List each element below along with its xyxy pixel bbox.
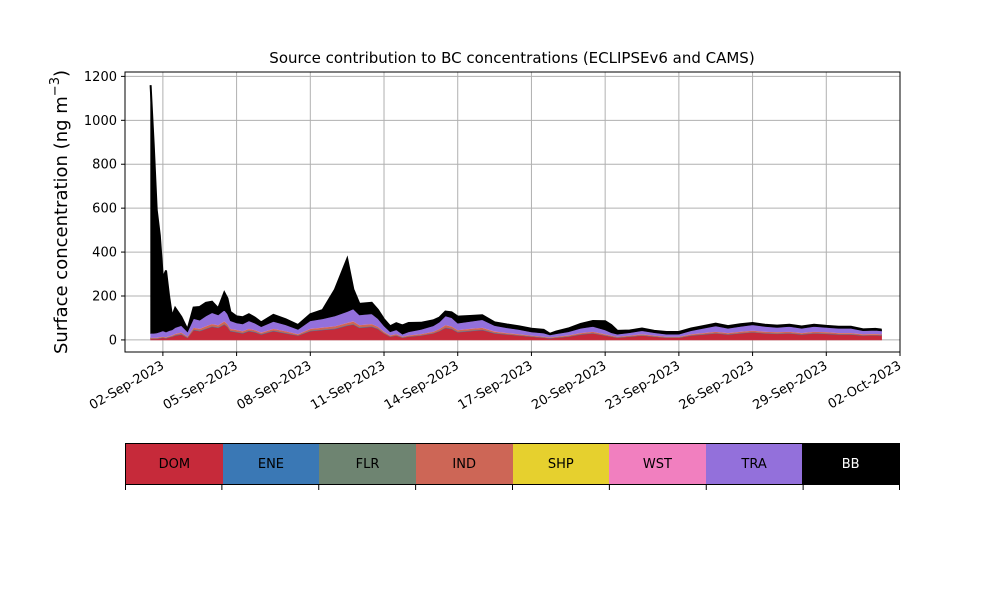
plot-frame <box>124 71 901 353</box>
legend-item-tra: TRA <box>705 444 803 484</box>
chart-title: Source contribution to BC concentrations… <box>269 49 754 67</box>
legend-item-flr: FLR <box>319 444 416 484</box>
legend-item-ene: ENE <box>222 444 320 484</box>
y-tick-label: 0 <box>109 333 117 348</box>
x-tick-label: 26-Sep-2023 <box>677 358 757 413</box>
y-axis-label: Surface concentration (ng m−3) <box>48 70 72 354</box>
y-tick-label: 600 <box>92 202 117 217</box>
y-tick-label: 1200 <box>84 70 117 85</box>
legend-item-dom: DOM <box>126 444 223 484</box>
area-bb <box>150 85 882 336</box>
legend-ticks <box>125 485 900 490</box>
legend-item-ind: IND <box>415 444 513 484</box>
x-tick-label: 02-Sep-2023 <box>87 358 167 413</box>
axes: 0 200 400 600 800 1000 1200 02-Sep-202305-Sep-2… <box>84 70 904 413</box>
y-axis-label-close: ) <box>51 70 72 77</box>
y-tick-label: 1000 <box>84 114 117 129</box>
legend-item-bb: BB <box>802 444 899 484</box>
x-tick-label: 20-Sep-2023 <box>529 358 609 413</box>
y-axis-label-text: Surface concentration (ng m <box>51 96 72 354</box>
total-outline <box>149 85 882 335</box>
x-tick-label: 14-Sep-2023 <box>382 358 462 413</box>
series-areas <box>149 85 882 341</box>
x-tick-label: 08-Sep-2023 <box>234 358 314 413</box>
y-tick-label: 800 <box>92 158 117 173</box>
legend-item-wst: WST <box>609 444 706 484</box>
x-tick-label: 05-Sep-2023 <box>161 358 241 413</box>
y-tick-label: 200 <box>92 290 117 305</box>
y-tick-label: 400 <box>92 246 117 261</box>
x-tick-label: 11-Sep-2023 <box>308 358 388 413</box>
legend-item-shp: SHP <box>512 444 610 484</box>
x-tick-label: 17-Sep-2023 <box>456 358 536 413</box>
y-axis-label-unit-exponent: −3 <box>48 77 63 96</box>
x-tick-label: 23-Sep-2023 <box>603 358 683 413</box>
x-tick-label: 02-Oct-2023 <box>826 358 904 412</box>
x-tick-label: 29-Sep-2023 <box>750 358 830 413</box>
grid-lines <box>125 72 901 352</box>
legend-colorbar: DOM ENE FLR IND SHP WST TRA BB <box>125 443 900 485</box>
